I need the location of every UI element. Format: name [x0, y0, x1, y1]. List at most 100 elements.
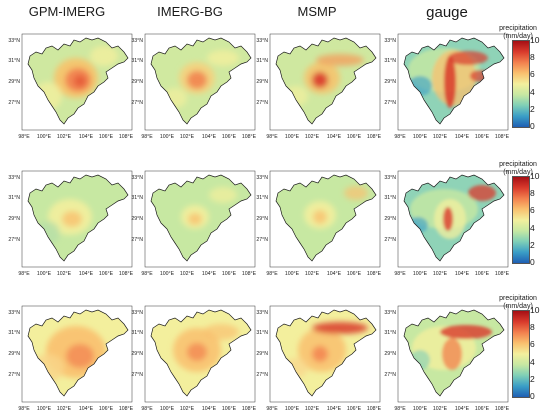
column-title-imerg-bg: IMERG-BG — [157, 4, 223, 19]
x-tick-label: 100°E — [413, 406, 428, 412]
y-tick-label: 33°N — [384, 38, 396, 44]
x-tick-label: 106°E — [99, 271, 114, 277]
y-tick-label: 33°N — [8, 175, 20, 181]
x-tick-label: 106°E — [475, 134, 490, 140]
colorbar-tick-label: 8 — [530, 322, 535, 333]
x-tick-label: 100°E — [413, 271, 428, 277]
column-title-msmp: MSMP — [297, 4, 337, 19]
y-tick-label: 29°N — [256, 216, 268, 222]
y-tick-label: 29°N — [8, 79, 20, 85]
x-tick-label: 102°E — [180, 134, 195, 140]
y-tick-label: 33°N — [8, 310, 20, 316]
x-tick-label: 106°E — [347, 406, 362, 412]
y-tick-label: 27°N — [131, 372, 143, 378]
colorbar-2 — [512, 176, 530, 264]
y-tick-label: 31°N — [8, 58, 20, 64]
map-frame — [21, 305, 133, 403]
colorbar-tick-label: 10 — [530, 171, 540, 181]
x-tick-label: 104°E — [455, 271, 470, 277]
y-tick-label: 33°N — [256, 38, 268, 44]
x-tick-label: 104°E — [79, 271, 94, 277]
x-tick-label: 106°E — [99, 406, 114, 412]
x-tick-label: 100°E — [413, 134, 428, 140]
y-tick-label: 27°N — [8, 100, 20, 106]
province-boundary — [27, 309, 129, 397]
x-tick-label: 100°E — [285, 271, 300, 277]
x-tick-label: 108°E — [119, 134, 134, 140]
map-frame — [269, 170, 381, 268]
map-frame — [144, 305, 256, 403]
y-tick-label: 29°N — [256, 79, 268, 85]
x-tick-label: 100°E — [37, 271, 52, 277]
x-tick-label: 102°E — [433, 134, 448, 140]
x-tick-label: 98°E — [18, 271, 30, 277]
y-tick-label: 31°N — [384, 330, 396, 336]
map-panel-gauge-row3: 98°E 100°E 102°E 104°E 106°E 108°E 33°N 31°N 29°… — [384, 298, 510, 416]
map-panel-imerg-bg-row3: 98°E 100°E 102°E 104°E 106°E 108°E 33°N 31°N 29°… — [131, 298, 257, 416]
province-boundary — [403, 37, 505, 125]
x-tick-label: 100°E — [285, 406, 300, 412]
y-tick-label: 27°N — [8, 237, 20, 243]
map-frame — [21, 33, 133, 131]
x-tick-label: 102°E — [180, 271, 195, 277]
x-tick-label: 104°E — [79, 134, 94, 140]
x-tick-label: 104°E — [327, 271, 342, 277]
x-tick-label: 98°E — [141, 134, 153, 140]
map-frame — [269, 305, 381, 403]
y-tick-label: 31°N — [131, 195, 143, 201]
colorbar-tick-label: 0 — [530, 391, 535, 401]
x-tick-label: 104°E — [202, 406, 217, 412]
x-tick-label: 108°E — [242, 134, 257, 140]
y-tick-label: 29°N — [8, 351, 20, 357]
x-tick-label: 98°E — [18, 134, 30, 140]
x-tick-label: 98°E — [394, 271, 406, 277]
y-tick-label: 33°N — [384, 310, 396, 316]
colorbar-tick-label: 10 — [530, 35, 540, 45]
colorbar-title: precipitation (mm/day) — [499, 25, 537, 40]
x-tick-label: 108°E — [495, 406, 510, 412]
y-tick-label: 29°N — [131, 216, 143, 222]
colorbar-tick-label: 0 — [530, 257, 535, 267]
x-tick-label: 100°E — [160, 271, 175, 277]
colorbar-tick-label: 6 — [530, 339, 535, 350]
colorbar-tick-label: 2 — [530, 239, 535, 250]
x-tick-label: 108°E — [367, 271, 382, 277]
map-frame — [397, 305, 509, 403]
colorbar-tick-label: 6 — [530, 205, 535, 216]
x-tick-label: 104°E — [79, 406, 94, 412]
y-tick-label: 29°N — [384, 79, 396, 85]
x-tick-label: 102°E — [57, 271, 72, 277]
x-tick-label: 106°E — [347, 271, 362, 277]
colorbar-tick-label: 10 — [530, 305, 540, 315]
x-tick-label: 98°E — [394, 406, 406, 412]
y-tick-label: 27°N — [131, 100, 143, 106]
map-panel-imerg-bg-row1: 98°E 100°E 102°E 104°E 106°E 108°E 33°N 31°N 29°… — [131, 26, 257, 144]
x-tick-label: 98°E — [266, 271, 278, 277]
map-frame — [144, 170, 256, 268]
x-tick-label: 100°E — [285, 134, 300, 140]
map-panel-msmp-row3: 98°E 100°E 102°E 104°E 106°E 108°E 33°N 31°N 29°… — [256, 298, 382, 416]
x-tick-label: 98°E — [141, 406, 153, 412]
province-boundary — [275, 37, 377, 125]
x-tick-label: 106°E — [222, 134, 237, 140]
province-boundary — [275, 174, 377, 262]
map-frame — [397, 170, 509, 268]
map-frame — [21, 170, 133, 268]
map-panel-msmp-row1: 98°E 100°E 102°E 104°E 106°E 108°E 33°N 31°N 29°… — [256, 26, 382, 144]
colorbar-tick-label: 2 — [530, 103, 535, 114]
x-tick-label: 108°E — [367, 134, 382, 140]
y-tick-label: 27°N — [256, 100, 268, 106]
colorbar-title: precipitation (mm/day) — [499, 295, 537, 310]
x-tick-label: 104°E — [202, 271, 217, 277]
x-tick-label: 102°E — [57, 134, 72, 140]
colorbar-tick-label: 4 — [530, 356, 535, 367]
x-tick-label: 100°E — [37, 134, 52, 140]
colorbar-tick-label: 4 — [530, 222, 535, 233]
province-boundary — [27, 37, 129, 125]
y-tick-label: 33°N — [256, 310, 268, 316]
x-tick-label: 104°E — [327, 406, 342, 412]
x-tick-label: 100°E — [37, 406, 52, 412]
province-boundary — [150, 174, 252, 262]
x-tick-label: 104°E — [327, 134, 342, 140]
map-frame — [269, 33, 381, 131]
